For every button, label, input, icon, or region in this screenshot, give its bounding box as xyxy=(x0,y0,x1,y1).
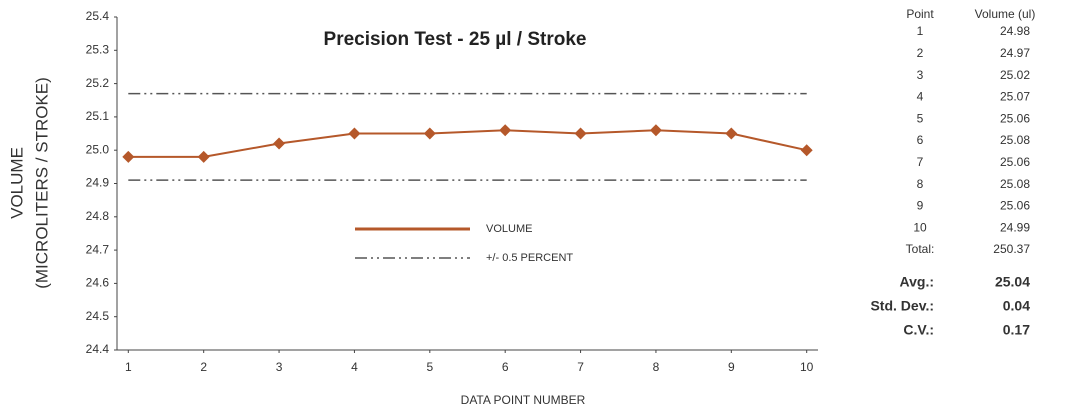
y-tick-label: 25.1 xyxy=(86,109,110,123)
x-tick-label: 7 xyxy=(577,360,584,374)
stat-label: C.V.: xyxy=(903,322,934,338)
table-total-label: Total: xyxy=(906,242,935,256)
x-tick-label: 9 xyxy=(728,360,735,374)
x-tick-label: 1 xyxy=(125,360,132,374)
y-tick-label: 24.5 xyxy=(86,309,110,323)
table-cell: 24.99 xyxy=(1000,220,1030,234)
y-tick-label: 24.6 xyxy=(86,276,110,290)
data-point xyxy=(122,150,135,163)
y-tick-label: 25.3 xyxy=(86,42,110,56)
x-tick-label: 5 xyxy=(426,360,433,374)
table-cell: 6 xyxy=(917,133,924,147)
table-cell: 2 xyxy=(917,46,924,60)
stat-value: 25.04 xyxy=(995,274,1030,290)
table-cell: 25.08 xyxy=(1000,177,1030,191)
y-tick-label: 24.8 xyxy=(86,209,110,223)
chart-title: Precision Test - 25 µl / Stroke xyxy=(324,29,587,50)
data-point xyxy=(423,127,436,140)
table-cell: 1 xyxy=(917,24,924,38)
table-cell: 8 xyxy=(917,177,924,191)
table-cell: 25.07 xyxy=(1000,90,1030,104)
y-tick-label: 24.4 xyxy=(86,342,110,356)
y-axis-label: VOLUME xyxy=(7,147,26,219)
x-axis-label: DATA POINT NUMBER xyxy=(461,393,586,407)
stat-value: 0.04 xyxy=(1003,298,1030,314)
table-cell: 25.06 xyxy=(1000,199,1030,213)
data-point xyxy=(197,150,210,163)
stat-label: Avg.: xyxy=(900,274,934,290)
data-line xyxy=(128,129,807,158)
table-cell: 24.98 xyxy=(1000,24,1030,38)
x-tick-label: 4 xyxy=(351,360,358,374)
y-tick-label: 25.0 xyxy=(86,142,110,156)
x-tick-label: 8 xyxy=(653,360,660,374)
table-cell: 25.06 xyxy=(1000,155,1030,169)
data-point xyxy=(649,124,662,137)
x-tick-label: 6 xyxy=(502,360,509,374)
table-cell: 24.97 xyxy=(1000,46,1030,60)
data-point xyxy=(273,137,286,150)
table-cell: 5 xyxy=(917,111,924,125)
table-cell: 10 xyxy=(913,220,927,234)
data-point xyxy=(725,127,738,140)
data-point xyxy=(348,127,361,140)
table-header: Volume (ul) xyxy=(975,7,1036,21)
table-cell: 7 xyxy=(917,155,924,169)
y-tick-label: 25.4 xyxy=(86,9,110,23)
data-point xyxy=(574,127,587,140)
y-tick-label: 24.7 xyxy=(86,242,110,256)
x-tick-label: 2 xyxy=(200,360,207,374)
table-cell: 25.08 xyxy=(1000,133,1030,147)
data-point xyxy=(800,144,813,157)
legend-label: VOLUME xyxy=(486,223,532,235)
y-tick-label: 25.2 xyxy=(86,76,110,90)
y-axis-label: (MICROLITERS / STROKE) xyxy=(32,77,51,289)
table-cell: 25.02 xyxy=(1000,68,1030,82)
table-header: Point xyxy=(906,7,934,21)
legend-label: +/- 0.5 PERCENT xyxy=(486,252,573,264)
data-point xyxy=(499,124,512,137)
table-cell: 4 xyxy=(917,90,924,104)
table-total-value: 250.37 xyxy=(993,242,1030,256)
stat-value: 0.17 xyxy=(1003,322,1030,338)
stat-label: Std. Dev.: xyxy=(870,298,934,314)
table-cell: 25.06 xyxy=(1000,111,1030,125)
y-tick-label: 24.9 xyxy=(86,176,110,190)
x-tick-label: 3 xyxy=(276,360,283,374)
x-tick-label: 10 xyxy=(800,360,814,374)
table-cell: 9 xyxy=(917,199,924,213)
table-cell: 3 xyxy=(917,68,924,82)
